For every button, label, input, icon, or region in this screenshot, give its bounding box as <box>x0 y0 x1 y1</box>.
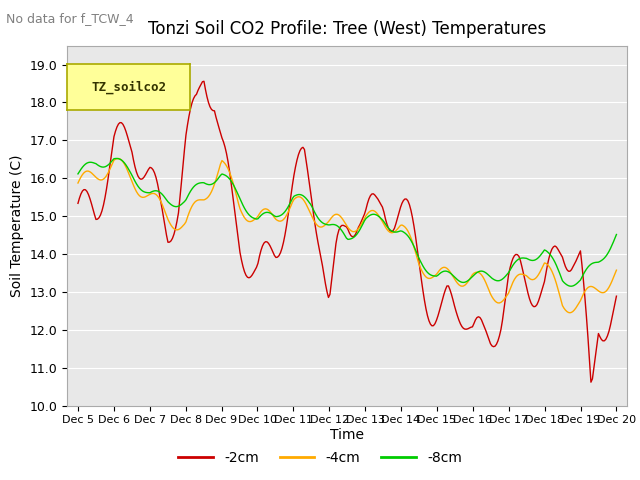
X-axis label: Time: Time <box>330 428 364 442</box>
Text: No data for f_TCW_4: No data for f_TCW_4 <box>6 12 134 24</box>
Y-axis label: Soil Temperature (C): Soil Temperature (C) <box>10 155 24 297</box>
Legend: -2cm, -4cm, -8cm: -2cm, -4cm, -8cm <box>173 445 467 471</box>
Title: Tonzi Soil CO2 Profile: Tree (West) Temperatures: Tonzi Soil CO2 Profile: Tree (West) Temp… <box>148 21 547 38</box>
